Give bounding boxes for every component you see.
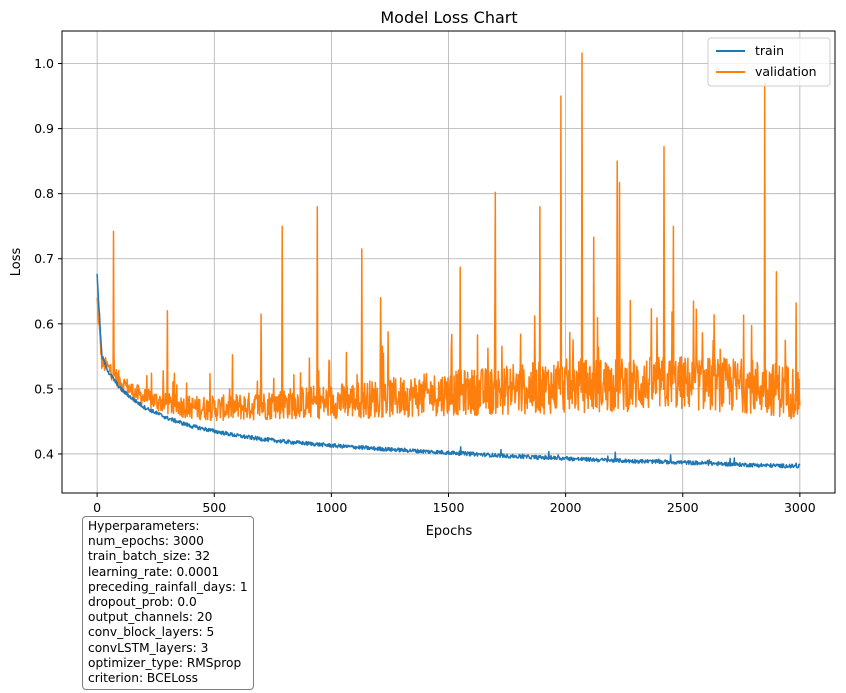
- legend: train validation: [707, 37, 831, 87]
- hyperparameter-line: dropout_prob: 0.0: [88, 595, 197, 610]
- x-axis-ticks: 0 500 1000 1500 2000 2500 3000: [93, 493, 816, 515]
- y-tick-label: 0.7: [34, 251, 54, 266]
- hyperparameters-box: Hyperparameters: num_epochs: 3000 train_…: [82, 516, 254, 691]
- hyperparameter-line: optimizer_type: RMSprop: [88, 655, 242, 670]
- hyperparameter-line: learning_rate: 0.0001: [88, 564, 220, 579]
- legend-train-label: train: [755, 43, 784, 58]
- y-tick-label: 0.6: [34, 316, 54, 331]
- x-axis-label: Epochs: [426, 524, 473, 539]
- y-axis-label: Loss: [9, 248, 24, 277]
- y-tick-label: 1.0: [34, 56, 54, 71]
- series-line-train: [96, 273, 801, 469]
- hyperparameter-line: output_channels: 20: [88, 610, 213, 625]
- hyperparameters-header: Hyperparameters:: [88, 519, 200, 533]
- y-tick-label: 0.5: [34, 381, 54, 396]
- hyperparameter-line: convLSTM_layers: 3: [88, 640, 209, 655]
- x-tick-label: 500: [202, 500, 226, 515]
- x-tick-label: 0: [93, 500, 101, 515]
- y-axis-ticks: 0.4 0.5 0.6 0.7 0.8 0.9 1.0: [34, 56, 62, 461]
- chart-title: Model Loss Chart: [380, 8, 517, 27]
- x-tick-label: 3000: [784, 500, 816, 515]
- series-layer: [96, 52, 801, 469]
- hyperparameter-line: conv_block_layers: 5: [88, 625, 215, 640]
- x-tick-label: 1500: [433, 500, 465, 515]
- y-tick-label: 0.4: [34, 446, 54, 461]
- hyperparameter-line: train_batch_size: 32: [88, 549, 211, 564]
- y-tick-label: 0.9: [34, 121, 54, 136]
- plot-frame: [61, 30, 836, 494]
- hyperparameter-line: preceding_rainfall_days: 1: [88, 579, 248, 594]
- x-tick-label: 1000: [315, 500, 347, 515]
- hyperparameter-line: num_epochs: 3000: [88, 534, 204, 549]
- series-line-validation: [96, 52, 801, 422]
- y-tick-label: 0.8: [34, 186, 54, 201]
- hyperparameter-line: criterion: BCELoss: [88, 671, 199, 686]
- x-tick-label: 2500: [667, 500, 699, 515]
- x-tick-label: 2000: [550, 500, 582, 515]
- legend-validation-label: validation: [755, 64, 817, 79]
